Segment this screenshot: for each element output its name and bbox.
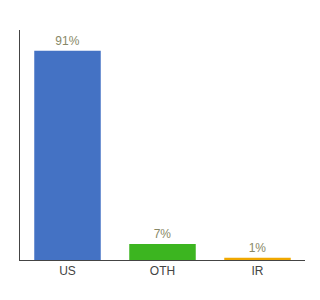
svg-text:1%: 1% — [249, 241, 267, 255]
svg-text:91%: 91% — [55, 34, 79, 48]
svg-text:IR: IR — [252, 264, 264, 278]
svg-text:7%: 7% — [154, 227, 172, 241]
svg-text:OTH: OTH — [150, 264, 175, 278]
svg-text:US: US — [59, 264, 76, 278]
